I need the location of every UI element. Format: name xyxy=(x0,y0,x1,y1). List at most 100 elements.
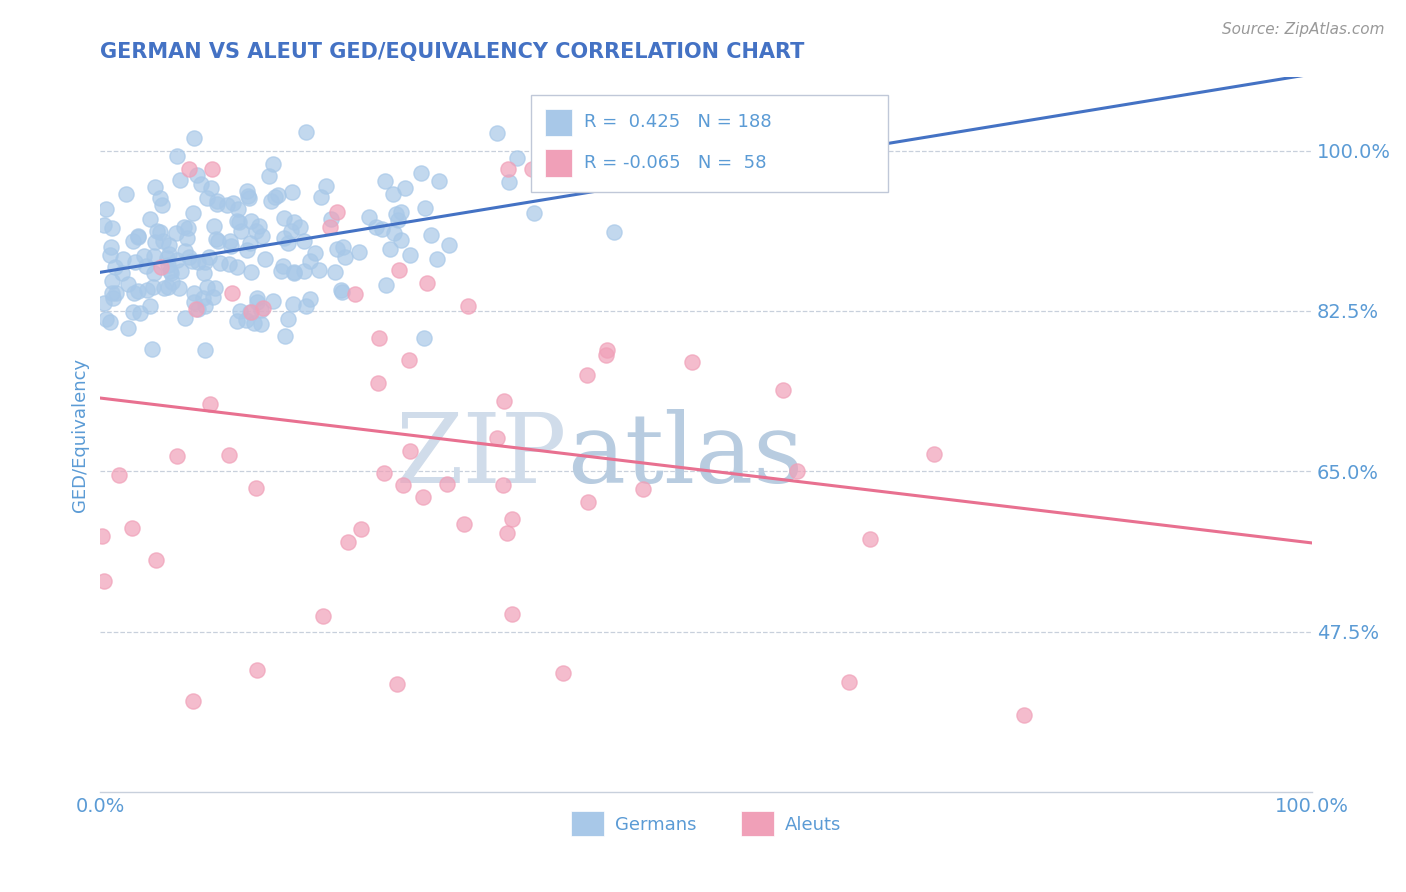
Point xyxy=(398,352,420,367)
Point xyxy=(260,194,283,209)
Point xyxy=(136,283,159,297)
Point xyxy=(249,317,271,331)
Point xyxy=(292,235,315,249)
Point xyxy=(93,218,115,232)
Point xyxy=(198,397,221,411)
Point xyxy=(121,234,143,248)
Point xyxy=(326,205,349,219)
Point xyxy=(225,214,247,228)
Point xyxy=(246,664,269,678)
Point xyxy=(156,258,179,272)
Point xyxy=(197,280,219,294)
Point xyxy=(124,254,146,268)
Point xyxy=(603,225,626,239)
Text: ZIP: ZIP xyxy=(395,409,567,503)
Point xyxy=(157,238,180,252)
Point xyxy=(132,249,155,263)
Point xyxy=(772,383,794,397)
Point xyxy=(142,248,165,262)
Point xyxy=(298,292,321,306)
Point xyxy=(145,552,167,566)
Point xyxy=(243,316,266,330)
Point xyxy=(239,305,262,319)
Point xyxy=(523,206,546,220)
Point xyxy=(236,185,259,199)
Point xyxy=(165,226,187,240)
Point xyxy=(786,465,808,479)
Point xyxy=(202,219,225,233)
Point xyxy=(309,190,332,204)
Point xyxy=(98,315,121,329)
Point xyxy=(193,266,215,280)
Point xyxy=(101,291,124,305)
Point xyxy=(312,609,335,624)
Point xyxy=(576,368,599,382)
Point xyxy=(201,161,224,176)
Point xyxy=(209,256,232,270)
Point xyxy=(427,174,450,188)
Point xyxy=(494,393,516,408)
Point xyxy=(239,236,262,251)
Text: GERMAN VS ALEUT GED/EQUIVALENCY CORRELATION CHART: GERMAN VS ALEUT GED/EQUIVALENCY CORRELAT… xyxy=(100,42,804,62)
Point xyxy=(332,240,354,254)
Point xyxy=(180,254,202,268)
Point xyxy=(149,260,172,274)
Point xyxy=(1012,707,1035,722)
Point xyxy=(283,215,305,229)
Point xyxy=(281,185,304,199)
Point xyxy=(382,226,405,240)
Point xyxy=(420,228,443,243)
Point xyxy=(308,263,330,277)
Point xyxy=(283,265,305,279)
Point xyxy=(183,694,205,708)
Point xyxy=(183,130,205,145)
Point xyxy=(335,250,357,264)
Point xyxy=(222,196,245,211)
Point xyxy=(121,521,143,535)
Point xyxy=(246,291,269,305)
Point xyxy=(453,516,475,531)
Point xyxy=(273,211,295,226)
Point xyxy=(382,186,405,201)
Point xyxy=(195,191,218,205)
Point xyxy=(380,242,402,256)
Point xyxy=(329,283,352,297)
Point xyxy=(374,277,396,292)
Point xyxy=(271,260,294,274)
Point xyxy=(368,331,391,345)
Point xyxy=(127,228,149,243)
Point xyxy=(143,180,166,194)
Point xyxy=(239,305,262,319)
Point xyxy=(319,219,342,234)
Point xyxy=(91,528,114,542)
Point xyxy=(367,376,389,391)
Point xyxy=(326,242,349,256)
Point xyxy=(176,220,198,235)
Point xyxy=(273,231,295,245)
Point xyxy=(186,168,208,182)
Point xyxy=(145,224,167,238)
Point xyxy=(143,266,166,280)
Point xyxy=(681,355,703,369)
Point xyxy=(347,244,370,259)
Point xyxy=(225,314,247,328)
Point xyxy=(152,234,174,248)
Point xyxy=(486,126,509,140)
Point xyxy=(122,286,145,301)
Point xyxy=(94,202,117,217)
Point xyxy=(149,225,172,239)
Point xyxy=(436,477,458,491)
Point xyxy=(218,257,240,271)
Point xyxy=(501,607,523,622)
Point xyxy=(364,219,387,234)
Point xyxy=(98,248,121,262)
Point xyxy=(292,264,315,278)
Point xyxy=(264,190,287,204)
Point xyxy=(135,259,157,273)
Point xyxy=(416,276,439,290)
Point xyxy=(270,263,292,277)
Point xyxy=(323,265,346,279)
Point xyxy=(413,201,436,215)
Point xyxy=(280,224,302,238)
Point xyxy=(190,178,212,192)
